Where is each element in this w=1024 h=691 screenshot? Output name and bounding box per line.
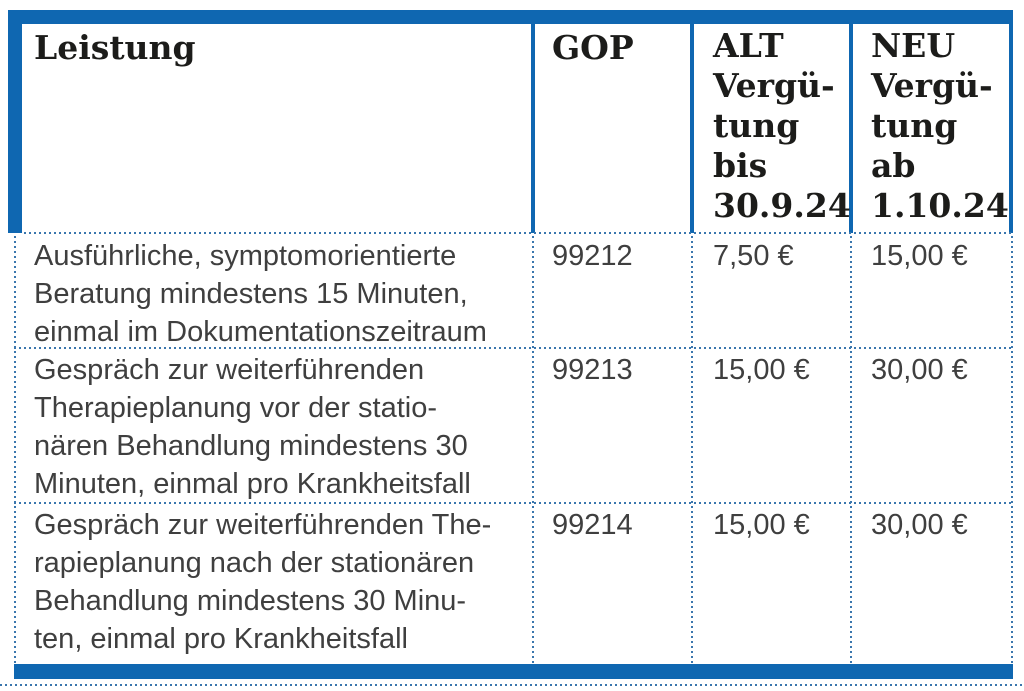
table-left-border [8,10,22,233]
cell-alt-row1: 7,50 € [713,240,794,272]
table-bottom-border [14,664,1013,679]
header-divider-neu [849,24,853,233]
page-bottom-rule [0,684,1024,686]
cell-alt-row2: 15,00 € [713,354,810,386]
body-divider-neu [850,236,852,663]
cell-neu-row2: 30,00 € [871,354,968,386]
column-header-gop: GOP [552,28,634,67]
column-header-leistung: Leistung [34,28,196,67]
body-left-border [14,236,16,663]
cell-leistung-row3: Gespräch zur weiterführenden The- rapiep… [34,509,492,655]
header-divider-alt [690,24,694,233]
body-right-border [1011,236,1013,663]
body-divider-alt [691,236,693,663]
body-divider-gop [532,236,534,663]
cell-leistung-row1: Ausführliche, symptomorientierte Beratun… [34,240,487,348]
header-bottom-divider [24,232,1013,234]
row-divider-2 [14,502,1013,504]
table-right-border-header [1009,24,1013,233]
column-header-alt-verguetung: ALT Vergü- tung bis 30.9.24 [713,26,851,225]
column-header-neu-verguetung: NEU Vergü- tung ab 1.10.24 [871,26,1009,225]
cell-gop-row3: 99214 [552,509,633,541]
row-divider-1 [14,347,1013,349]
cell-gop-row1: 99212 [552,240,633,272]
cell-alt-row3: 15,00 € [713,509,810,541]
table-top-border [8,10,1013,24]
cell-neu-row1: 15,00 € [871,240,968,272]
cell-leistung-row2: Gespräch zur weiterführenden Therapiepla… [34,354,471,500]
cell-neu-row3: 30,00 € [871,509,968,541]
header-divider-gop [531,24,535,233]
cell-gop-row2: 99213 [552,354,633,386]
